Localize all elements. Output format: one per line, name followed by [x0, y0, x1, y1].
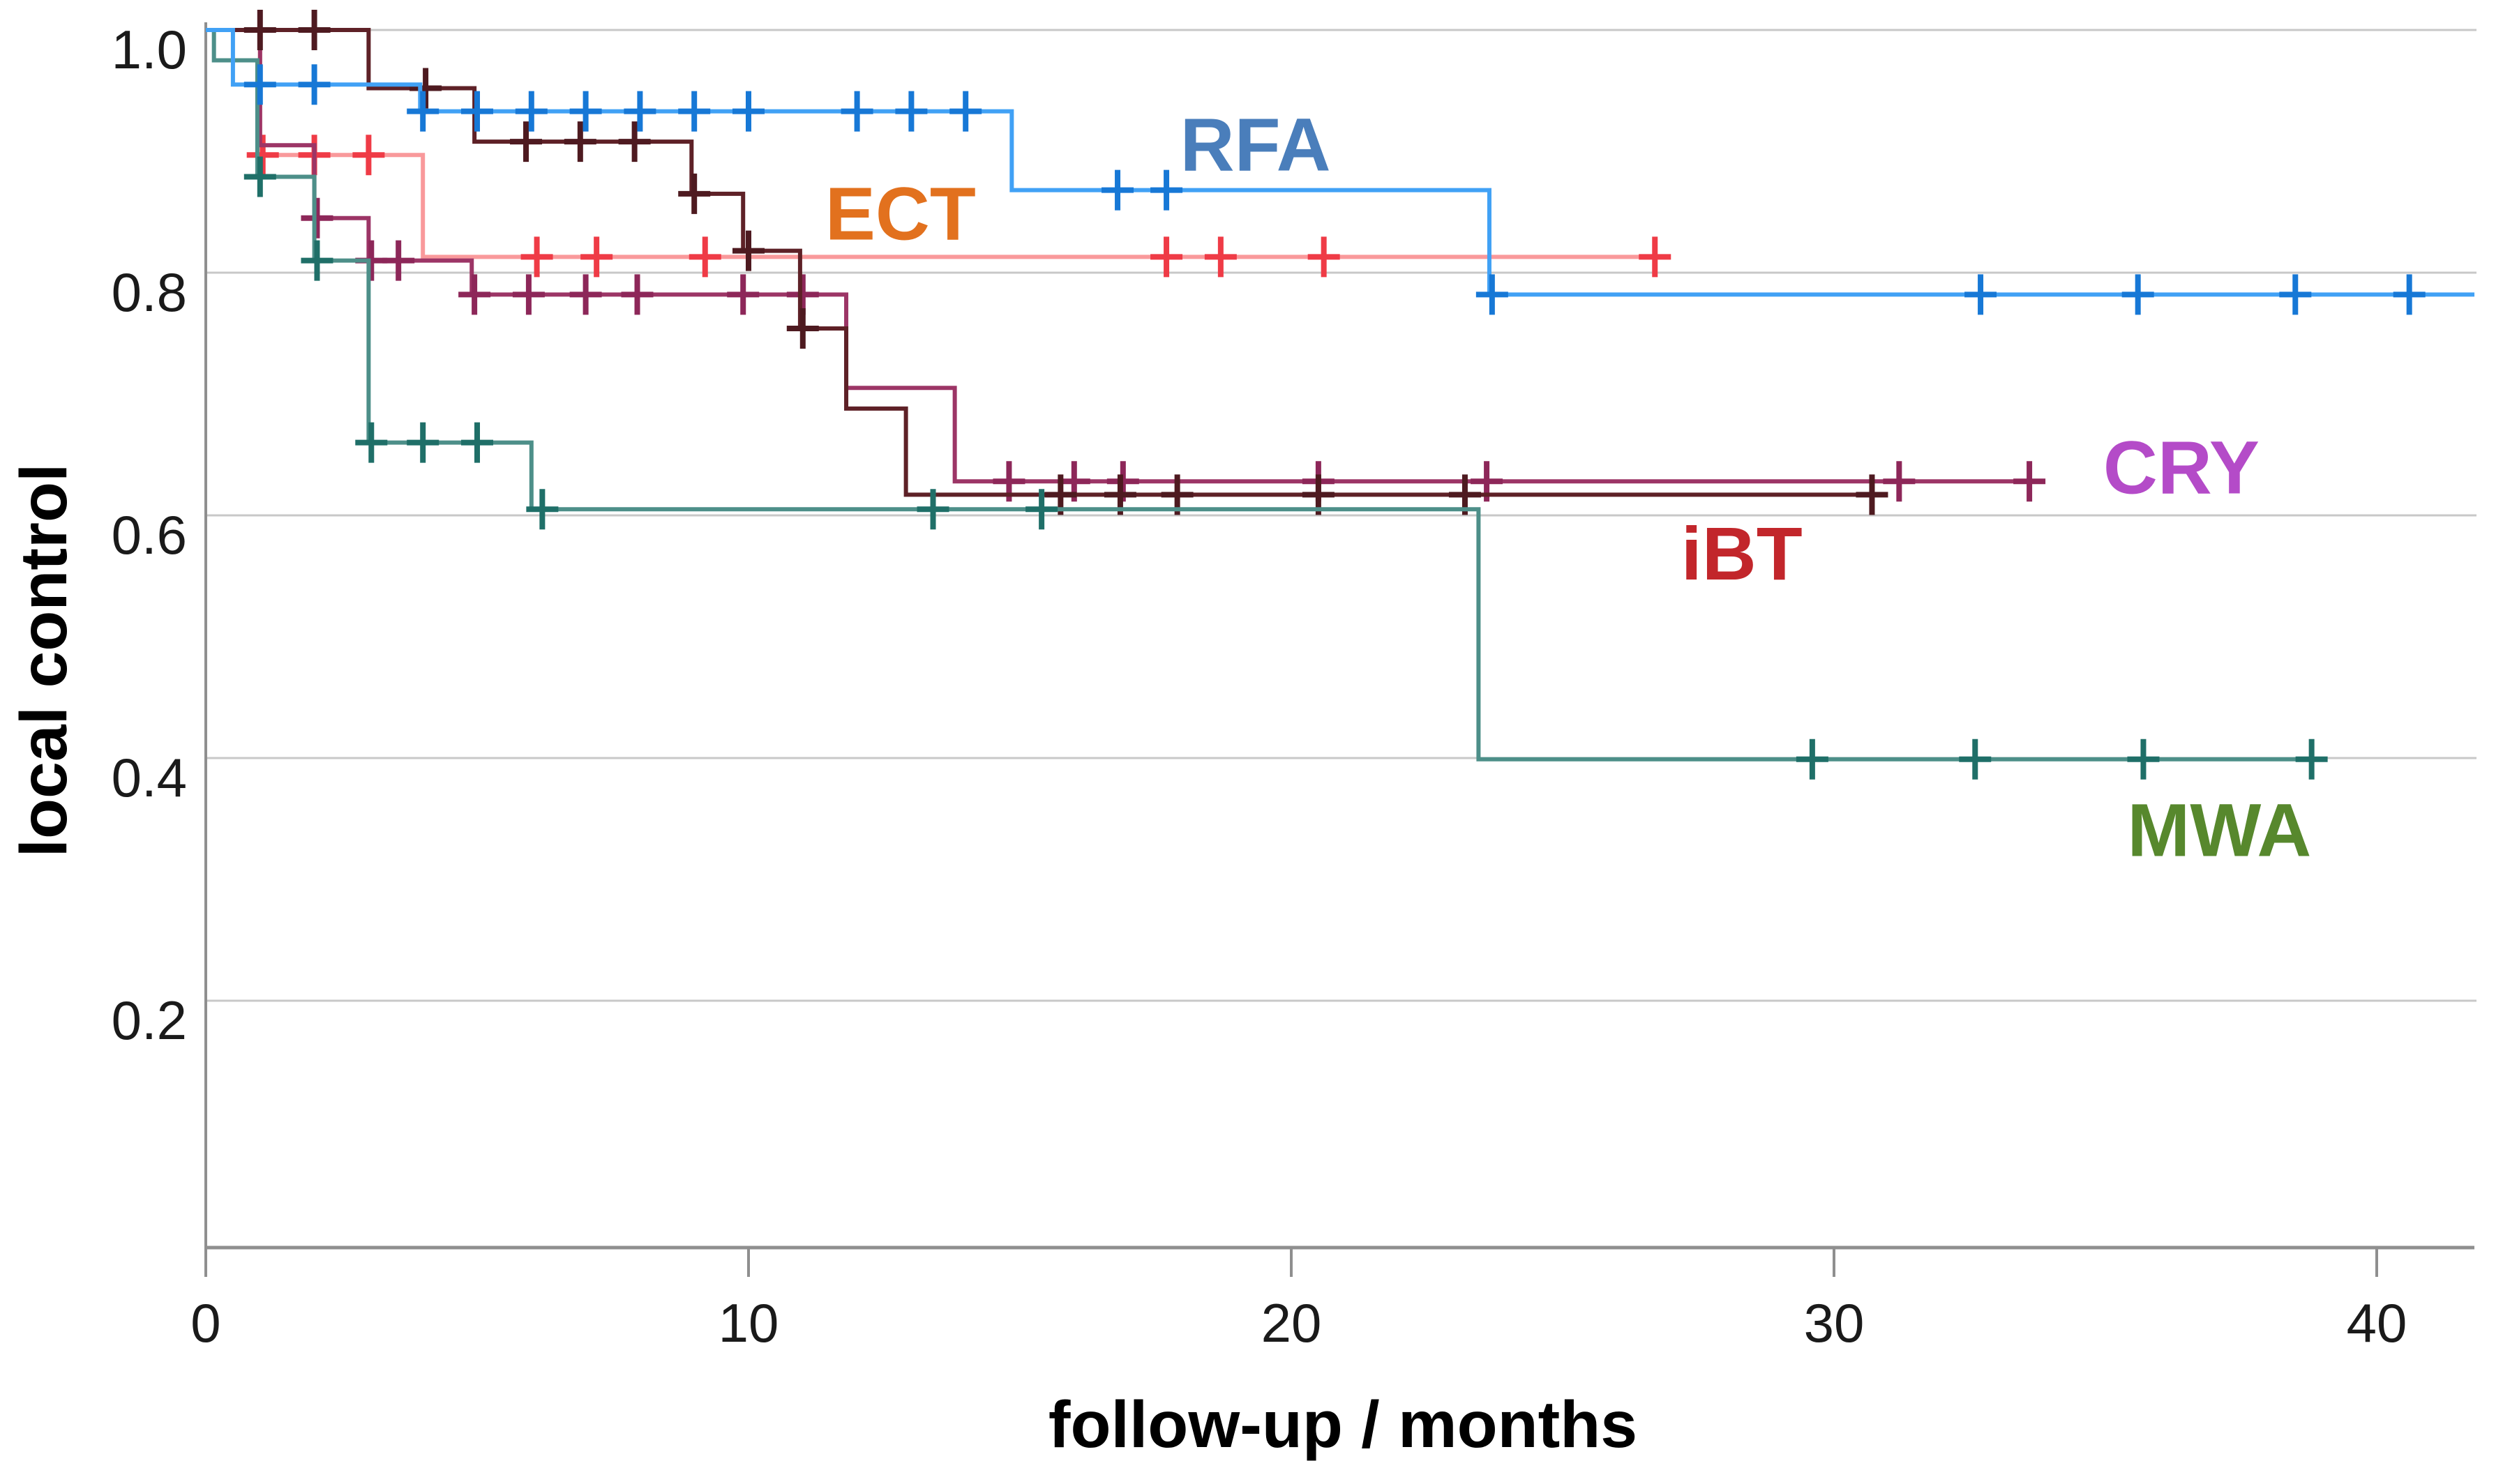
x-axis-title: follow-up / months: [1048, 1388, 1637, 1462]
censor-marks-iBT: [243, 10, 1888, 515]
y-tick-labels: 1.0 0.8 0.6 0.4 0.2: [112, 19, 187, 1051]
series-CRY: [206, 28, 2046, 502]
y-tick-label-0.6: 0.6: [112, 504, 187, 566]
axes: [204, 22, 2474, 1250]
series-MWA: [206, 28, 2328, 780]
x-tick-labels: 0 10 20 30 40: [190, 1292, 2407, 1354]
censor-marks-MWA: [243, 156, 2328, 780]
curve-label-CRY: CRY: [2103, 425, 2260, 509]
y-tick-label-0.4: 0.4: [112, 747, 187, 808]
curve-labels: ECT CRY iBT MWA RFA: [825, 103, 2312, 872]
km-curve-MWA: [206, 28, 2317, 762]
y-tick-label-0.8: 0.8: [112, 262, 187, 323]
x-tick-label-10: 10: [719, 1292, 779, 1354]
curve-label-ECT: ECT: [825, 172, 976, 256]
curve-label-MWA: MWA: [2127, 788, 2311, 872]
y-tick-label-1.0: 1.0: [112, 19, 187, 80]
x-tick-label-20: 20: [1261, 1292, 1322, 1354]
x-tick-label-40: 40: [2347, 1292, 2407, 1354]
x-tick-label-0: 0: [190, 1292, 220, 1354]
censor-marks-CRY: [301, 197, 2046, 502]
censor-marks-RFA: [243, 64, 2426, 315]
curve-label-iBT: iBT: [1681, 511, 1803, 596]
x-tick-marks: [204, 1248, 2378, 1277]
km-curve-RFA: [206, 28, 2475, 297]
series-RFA: [206, 28, 2475, 315]
y-axis-title: local control: [7, 464, 81, 858]
km-curves: [206, 10, 2475, 780]
km-curve-CRY: [206, 28, 2030, 484]
y-tick-label-0.2: 0.2: [112, 990, 187, 1051]
curve-label-RFA: RFA: [1180, 103, 1331, 187]
x-tick-label-30: 30: [1804, 1292, 1865, 1354]
